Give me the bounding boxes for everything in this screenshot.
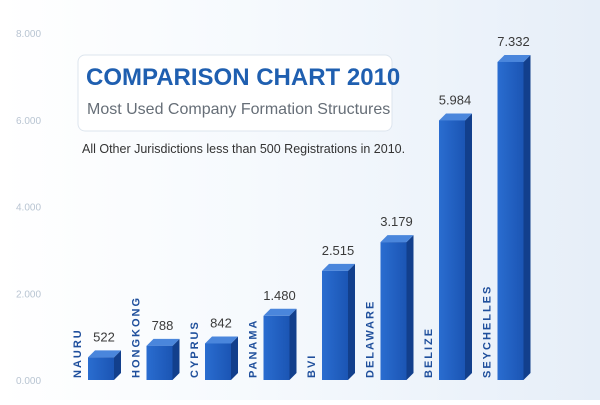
category-label: PANAMA: [248, 319, 260, 378]
bar-front: [497, 61, 524, 381]
bar-top: [88, 350, 121, 358]
bar-front: [322, 270, 348, 380]
y-axis: 0.000 2.000 4.000 6.000 8.000: [16, 29, 41, 387]
bar-seychelles: [497, 54, 531, 381]
chart-title: COMPARISON CHART 2010: [86, 64, 400, 91]
category-label: SEYCHELLES: [482, 285, 494, 378]
category-label: NAURU: [72, 328, 84, 378]
bar-front: [88, 357, 114, 380]
title-box-background: [77, 54, 393, 132]
bars-group: 522 NAURU 788 HONGKONG 842 CYPRUS 1.480 PANAMA 2…: [72, 34, 531, 381]
y-tick-label: 8.000: [16, 29, 41, 40]
category-label: CYPRUS: [189, 320, 201, 378]
bar-cyprus: [205, 336, 238, 380]
value-label: 1.480: [263, 288, 296, 303]
bar-top: [497, 54, 531, 62]
bar-side: [523, 54, 531, 381]
bar-bvi: [322, 263, 355, 380]
bar-top: [322, 263, 355, 271]
bar-top: [205, 336, 238, 344]
value-label: 7.332: [497, 34, 530, 49]
bar-panama: [263, 308, 297, 380]
value-label: 788: [152, 318, 174, 333]
chart-annotation: All Other Jurisdictions less than 500 Re…: [82, 142, 405, 156]
bar-front: [146, 345, 173, 380]
bar-side: [172, 338, 180, 380]
y-tick-label: 6.000: [16, 116, 41, 127]
bar-front: [263, 315, 290, 380]
bar-nauru: [88, 350, 121, 380]
bar-belize: [439, 113, 472, 380]
value-label: 3.179: [380, 214, 413, 229]
bar-top: [380, 235, 414, 243]
bar-side: [465, 113, 472, 380]
bar-front: [380, 242, 407, 380]
value-label: 842: [210, 315, 232, 330]
bar-front: [439, 120, 465, 380]
value-label: 2.515: [322, 243, 355, 258]
bar-top: [146, 338, 180, 346]
value-label: 5.984: [439, 92, 472, 107]
bar-side: [231, 336, 238, 380]
bar-top: [439, 113, 472, 121]
title-box: COMPARISON CHART 2010 Most Used Company …: [77, 54, 400, 132]
bar-side: [406, 235, 414, 380]
chart-subtitle: Most Used Company Formation Structures: [87, 101, 390, 118]
bar-hongkong: [146, 338, 180, 380]
bar-side: [289, 308, 297, 380]
bar-side: [348, 263, 355, 380]
category-label: HONGKONG: [131, 296, 143, 378]
value-label: 522: [93, 329, 115, 344]
bar-delaware: [380, 235, 414, 380]
category-label: BVI: [306, 354, 318, 378]
bar-front: [205, 343, 231, 380]
y-tick-label: 0.000: [16, 376, 41, 387]
category-label: DELAWARE: [365, 300, 377, 378]
category-label: BELIZE: [423, 327, 435, 378]
y-tick-label: 2.000: [16, 289, 41, 300]
bar-side: [114, 350, 121, 380]
bar-top: [263, 308, 297, 316]
y-tick-label: 4.000: [16, 203, 41, 214]
